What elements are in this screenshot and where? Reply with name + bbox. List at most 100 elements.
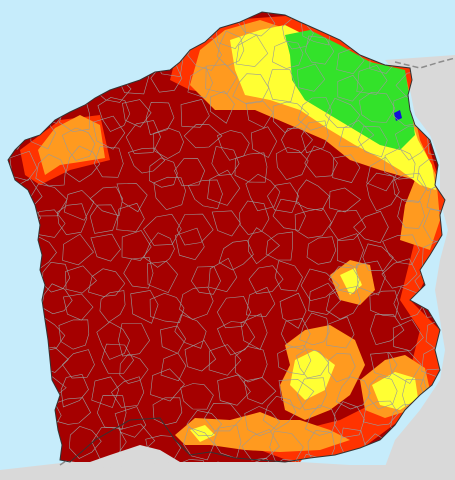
municipality-boundary — [217, 374, 251, 406]
municipality-boundary — [274, 260, 303, 292]
regional-border-line — [394, 57, 455, 69]
municipality-boundary — [279, 292, 307, 329]
municipality-boundary — [9, 150, 38, 181]
municipality-boundary — [41, 283, 73, 315]
municipality-boundary — [299, 312, 330, 346]
municipality-boundary — [326, 316, 355, 349]
municipality-boundary — [248, 265, 284, 295]
municipality-boundary — [242, 12, 276, 37]
municipality-boundary — [332, 154, 361, 183]
municipality-boundary — [149, 292, 185, 324]
municipality-boundary — [368, 375, 398, 410]
municipality-boundary — [183, 427, 215, 461]
municipality-boundary — [111, 376, 145, 408]
municipality-boundary — [68, 426, 102, 459]
municipality-boundary — [392, 319, 424, 352]
municipality-boundary — [62, 349, 95, 379]
municipality-boundary — [61, 127, 96, 161]
municipality-boundary — [427, 130, 445, 157]
municipality-boundary — [272, 101, 310, 133]
municipality-boundary — [174, 158, 206, 187]
municipality-boundary — [280, 318, 311, 351]
municipality-boundary — [88, 268, 126, 297]
municipality-boundary — [304, 35, 335, 65]
municipality-boundary — [362, 243, 394, 272]
municipality-boundary — [187, 66, 213, 99]
municipality-boundary — [232, 73, 270, 105]
municipality-boundary — [356, 64, 388, 95]
municipality-boundary — [210, 90, 235, 124]
municipality-boundary — [186, 410, 223, 437]
municipality-boundary — [329, 210, 367, 242]
municipality-boundary — [183, 124, 223, 149]
municipality-boundary — [97, 97, 131, 132]
municipality-boundary — [281, 127, 313, 153]
municipality-boundary — [262, 395, 297, 430]
municipality-boundary — [60, 373, 89, 408]
municipality-boundary — [267, 69, 296, 103]
municipality-boundary — [187, 179, 223, 210]
municipality-boundary — [250, 126, 278, 158]
municipality-boundary — [239, 200, 270, 235]
municipality-boundary — [160, 352, 187, 382]
municipality-boundary — [93, 146, 124, 178]
municipality-boundary — [294, 207, 332, 239]
municipality-boundary — [99, 290, 126, 323]
municipality-boundary — [269, 430, 304, 462]
municipality-boundary — [217, 30, 245, 67]
municipality-boundary — [92, 115, 126, 150]
municipality-boundary — [143, 213, 182, 246]
municipality-boundary — [118, 323, 150, 357]
municipality-boundary — [174, 227, 205, 261]
municipality-boundary — [275, 147, 309, 181]
municipality-boundary — [245, 100, 274, 128]
municipality-boundary — [204, 402, 243, 432]
municipality-boundary — [306, 236, 337, 265]
municipality-boundary — [187, 37, 222, 71]
municipal-boundaries — [8, 12, 445, 462]
municipality-boundary — [62, 233, 94, 266]
municipality-boundary — [180, 383, 214, 410]
municipality-boundary — [265, 231, 293, 261]
municipality-boundary — [211, 210, 241, 237]
municipality-boundary — [152, 397, 183, 426]
municipality-boundary — [176, 213, 214, 246]
municipality-boundary — [63, 190, 95, 221]
municipality-boundary — [234, 152, 268, 183]
municipality-boundary — [153, 127, 184, 159]
municipality-boundary — [382, 234, 420, 265]
municipality-boundary — [387, 350, 422, 384]
municipality-boundary — [211, 146, 240, 176]
municipality-boundary — [397, 198, 426, 229]
municipality-boundary — [235, 34, 269, 67]
coastline-outline — [7, 11, 446, 463]
municipality-boundary — [127, 147, 166, 174]
municipality-boundary — [271, 40, 304, 69]
municipality-boundary — [369, 290, 399, 317]
municipality-boundary — [336, 376, 371, 410]
municipality-boundary — [426, 179, 445, 214]
municipality-boundary — [296, 377, 327, 411]
municipality-boundary — [337, 74, 364, 102]
municipality-boundary — [91, 376, 120, 408]
municipality-boundary — [338, 120, 375, 148]
municipality-boundary — [116, 202, 145, 232]
municipality-boundary — [423, 209, 445, 244]
municipality-boundary — [304, 145, 338, 178]
municipality-boundary — [296, 348, 330, 379]
municipality-boundary — [297, 97, 333, 131]
municipality-boundary — [334, 401, 365, 438]
municipality-boundary — [353, 210, 389, 244]
municipality-boundary — [65, 145, 101, 183]
municipality-boundary — [237, 457, 277, 462]
municipality-boundary — [121, 230, 152, 261]
municipality-boundary — [147, 260, 178, 293]
neighbor-region-east — [380, 55, 455, 480]
municipality-boundary — [184, 340, 217, 372]
municipality-boundary — [243, 377, 277, 405]
municipality-boundary — [240, 313, 268, 350]
municipality-boundary — [296, 63, 326, 92]
municipality-boundary — [244, 406, 280, 437]
municipality-boundary — [153, 176, 186, 211]
municipality-boundary — [369, 314, 405, 346]
